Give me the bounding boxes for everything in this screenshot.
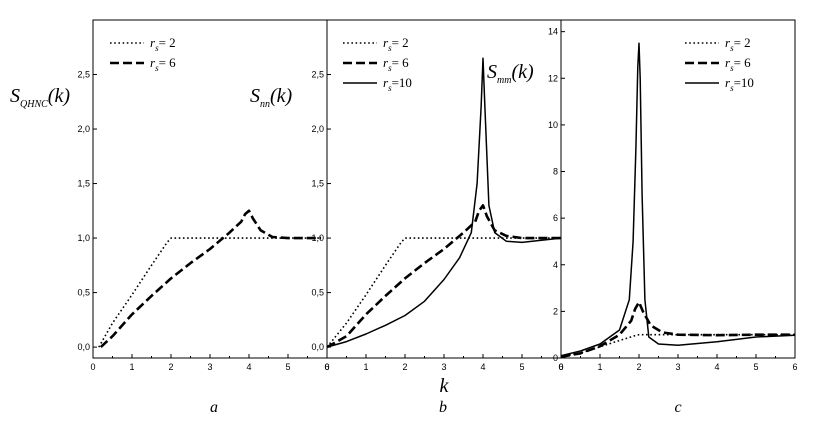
y-tick-label: 1,0 [77,233,90,243]
x-tick-label: 4 [714,362,719,372]
series-line-3 [560,42,796,357]
x-tick-label: 1 [597,362,602,372]
y-tick-label: 1,5 [311,179,324,189]
series-line-2 [560,300,795,359]
y-tick-label: 6 [553,213,558,223]
y-axis-label: Smm(k) [487,61,534,86]
series-line-1 [560,333,795,358]
y-tick-label: 2,0 [311,124,324,134]
x-tick-label: 5 [519,362,524,372]
y-tick-label: 10 [548,120,558,130]
x-tick-label: 0 [90,362,95,372]
x-tick-label: 4 [480,362,485,372]
x-tick-label: 2 [168,362,173,372]
x-tick-label: 5 [753,362,758,372]
y-tick-label: 2,5 [77,70,90,80]
x-tick-label: 6 [558,362,563,372]
y-tick-label: 8 [553,167,558,177]
y-tick-label: 14 [548,27,558,37]
panel-letter: b [439,399,447,416]
legend-entry: rs= 2 [725,35,751,53]
y-tick-label: 2,5 [311,70,324,80]
x-tick-label: 3 [207,362,212,372]
legend-entry: rs= 2 [150,35,176,53]
legend-entry: rs= 2 [383,35,409,53]
x-tick-label: 2 [402,362,407,372]
x-tick-label: 1 [129,362,134,372]
x-tick-label: 3 [441,362,446,372]
plot-frame [92,19,328,359]
series-line-3 [326,57,562,348]
y-tick-label: 1,5 [77,179,90,189]
x-tick-label: 5 [285,362,290,372]
panel-letter: a [210,399,218,416]
y-tick-label: 1,0 [311,233,324,243]
series-line-2 [99,209,322,349]
series-line-1 [98,237,322,348]
x-tick-label: 4 [246,362,251,372]
y-axis-label: SQHNC(k) [10,85,70,110]
y-tick-label: 0,5 [311,288,324,298]
x-tick-label: 1 [363,362,368,372]
panel-letter: c [674,399,681,416]
y-tick-label: 0,5 [77,288,90,298]
legend-entry: rs= 6 [383,55,409,73]
y-tick-label: 2,0 [77,124,90,134]
series-line-2 [326,204,561,349]
y-tick-label: 2 [553,306,558,316]
y-tick-label: 0,0 [77,342,90,352]
x-tick-label: 6 [792,362,797,372]
legend-entry: rs= 6 [150,55,176,73]
legend-entry: rs=10 [725,75,754,93]
x-tick-label: 3 [675,362,680,372]
plot-frame [560,19,796,359]
x-tick-label: 2 [636,362,641,372]
x-tick-label: 0 [324,362,329,372]
legend-entry: rs=10 [383,75,412,93]
y-tick-label: 4 [553,260,558,270]
x-tick-label: 0 [558,362,563,372]
legend-entry: rs= 6 [725,55,751,73]
x-axis-label: k [440,375,450,397]
y-tick-label: 12 [548,73,558,83]
series-line-1 [326,237,561,348]
y-axis-label: Snn(k) [250,85,293,110]
x-tick-label: 6 [324,362,329,372]
y-tick-label: 0,0 [311,342,324,352]
y-tick-label: 0 [553,353,558,363]
